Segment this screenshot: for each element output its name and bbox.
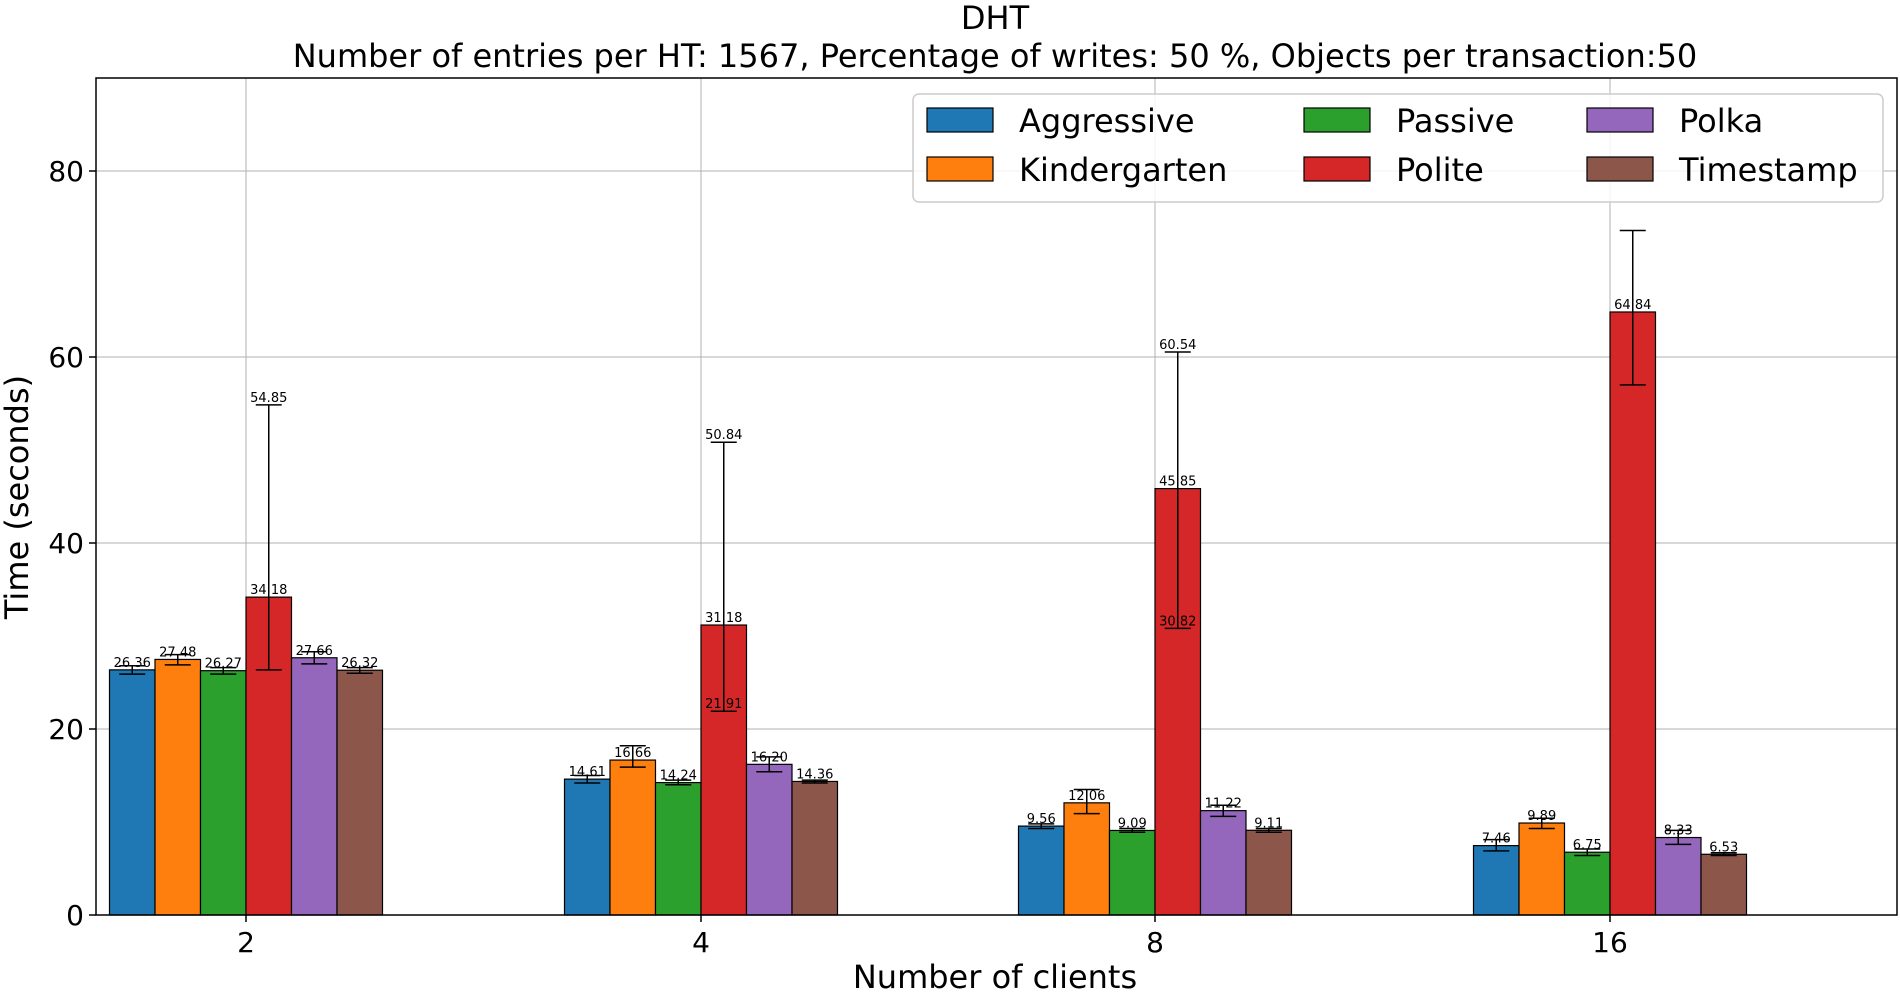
- data-label: 6.53: [1709, 840, 1738, 855]
- bar: [1017, 825, 1065, 916]
- data-label: 26.32: [341, 656, 378, 671]
- legend-label: Passive: [1396, 102, 1514, 140]
- data-label: 31.18: [705, 611, 742, 626]
- y-tick-label: 40: [48, 527, 84, 560]
- x-axis-ticks: 2 4 8 16: [237, 915, 1628, 959]
- bar: [1654, 836, 1702, 916]
- legend-label: Kindergarten: [1019, 151, 1227, 189]
- bar: [108, 669, 156, 916]
- legend-swatch: [926, 107, 994, 133]
- data-label: 9.11: [1254, 816, 1283, 831]
- bar: [1108, 829, 1156, 916]
- legend-swatch: [1303, 107, 1371, 133]
- bar: [154, 658, 202, 916]
- data-label: 14.36: [796, 767, 833, 782]
- data-label: 60.54: [1159, 338, 1196, 353]
- bar: [791, 780, 839, 916]
- data-label: 54.85: [250, 391, 287, 406]
- data-label: 45.85: [1159, 475, 1196, 490]
- legend-swatch: [1586, 156, 1654, 182]
- y-axis-label: Time (seconds): [0, 375, 36, 620]
- legend-swatch: [1586, 107, 1654, 133]
- data-label: 50.84: [705, 428, 742, 443]
- bar: [1518, 822, 1566, 916]
- data-labels: 26.36 14.61 9.56 7.46 27.48 16.66 12.06 9.89 26.…: [114, 298, 1739, 855]
- y-axis-ticks: 0 20 40 60 80: [48, 155, 96, 932]
- bar: [1199, 810, 1247, 916]
- bar: [1472, 845, 1520, 916]
- y-tick-label: 0: [66, 899, 84, 932]
- x-tick-label: 4: [692, 926, 710, 959]
- chart-title: DHT: [961, 0, 1030, 37]
- data-label: 7.46: [1482, 832, 1511, 847]
- data-label: 27.48: [159, 645, 196, 660]
- legend: Aggressive Kindergarten Passive Polite Polka…: [912, 93, 1884, 203]
- bar: [1563, 851, 1611, 916]
- data-label: 26.36: [114, 656, 151, 671]
- y-tick-label: 60: [48, 341, 84, 374]
- bar: [609, 759, 657, 916]
- error-bars: [119, 229, 1737, 857]
- plot-frame: [95, 77, 1898, 916]
- bar: [199, 670, 247, 916]
- data-label: 26.27: [205, 657, 242, 672]
- data-label: 9.09: [1118, 816, 1147, 831]
- bar: [336, 669, 384, 916]
- data-label: 30.82: [1159, 614, 1196, 629]
- bar: [290, 657, 338, 916]
- bars: [108, 311, 1748, 916]
- data-label: 11.22: [1205, 797, 1242, 812]
- bar: [563, 778, 611, 916]
- data-label: 8.33: [1664, 824, 1693, 839]
- bar: [1063, 802, 1111, 916]
- x-tick-label: 2: [237, 926, 255, 959]
- bar: [1609, 311, 1657, 916]
- data-label: 14.61: [569, 765, 606, 780]
- data-label: 9.56: [1027, 812, 1056, 827]
- chart-subtitle: Number of entries per HT: 1567, Percenta…: [293, 37, 1698, 75]
- bar: [745, 763, 793, 916]
- data-label: 34.18: [250, 583, 287, 598]
- data-label: 9.89: [1527, 809, 1556, 824]
- data-label: 27.66: [296, 644, 333, 659]
- data-label: 14.24: [660, 769, 697, 784]
- x-tick-label: 8: [1146, 926, 1164, 959]
- legend-swatch: [926, 156, 994, 182]
- legend-swatch: [1303, 156, 1371, 182]
- data-label: 16.66: [614, 746, 651, 761]
- y-tick-label: 20: [48, 713, 84, 746]
- data-label: 21.91: [705, 697, 742, 712]
- data-label: 6.75: [1573, 838, 1602, 853]
- legend-label: Polka: [1679, 102, 1763, 140]
- x-axis-label: Number of clients: [853, 958, 1137, 996]
- x-tick-label: 16: [1592, 926, 1628, 959]
- data-label: 64.84: [1614, 298, 1651, 313]
- legend-label: Timestamp: [1678, 151, 1858, 189]
- y-tick-label: 80: [48, 155, 84, 188]
- legend-label: Aggressive: [1019, 102, 1195, 140]
- bar: [1245, 829, 1293, 916]
- bar: [654, 781, 702, 916]
- bar: [1700, 853, 1748, 916]
- legend-label: Polite: [1396, 151, 1484, 189]
- data-label: 12.06: [1068, 789, 1105, 804]
- data-label: 16.20: [751, 750, 788, 765]
